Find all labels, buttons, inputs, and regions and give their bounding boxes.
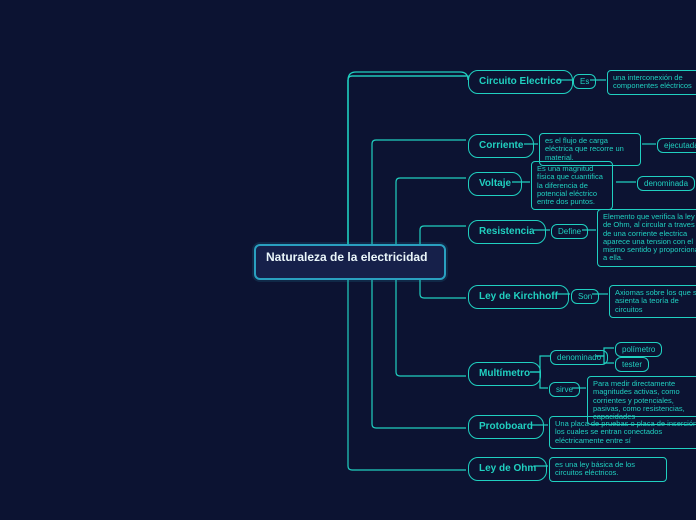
sub-kirchhoff-label: Son [578, 292, 592, 301]
root-label: Naturaleza de la electricidad [266, 250, 427, 264]
detail-protoboard-text: Una placa de pruebas o placa de inserció… [555, 419, 696, 445]
sub-resistencia-label: Define [558, 227, 581, 236]
detail-multimetro-text: Para medir directamente magnitudes activ… [593, 379, 685, 421]
branch-kirchhoff[interactable]: Ley de Kirchhoff [468, 285, 569, 309]
opt-tester-label: tester [622, 360, 642, 369]
detail-kirchhoff-text: Axiomas sobre los que se asienta la teor… [615, 288, 696, 314]
opt-polimetro[interactable]: polímetro [615, 342, 662, 357]
branch-resistencia-label: Resistencia [479, 226, 535, 237]
opt-tester[interactable]: tester [615, 357, 649, 372]
sub-multimetro-sirve[interactable]: sirve [549, 382, 580, 397]
branch-corriente[interactable]: Corriente [468, 134, 534, 158]
branch-resistencia[interactable]: Resistencia [468, 220, 546, 244]
branch-circuito[interactable]: Circuito Electrico [468, 70, 573, 94]
detail-ohm: es una ley básica de los circuitos eléct… [549, 457, 667, 482]
branch-kirchhoff-label: Ley de Kirchhoff [479, 291, 558, 302]
opt-polimetro-label: polímetro [622, 345, 655, 354]
branch-circuito-label: Circuito Electrico [479, 76, 562, 87]
detail-voltaje-text: Es una magnitud física que cuantifica la… [537, 164, 603, 206]
branch-voltaje[interactable]: Voltaje [468, 172, 522, 196]
branch-voltaje-label: Voltaje [479, 178, 511, 189]
branch-ohm[interactable]: Ley de Ohm [468, 457, 547, 481]
detail-protoboard: Una placa de pruebas o placa de inserció… [549, 416, 696, 449]
detail-resistencia: Elemento que verifica la ley de Ohm, al … [597, 209, 696, 267]
detail-circuito: una interconexión de componentes eléctri… [607, 70, 696, 95]
detail-voltaje: Es una magnitud física que cuantifica la… [531, 161, 613, 210]
root-node[interactable]: Naturaleza de la electricidad [254, 244, 446, 280]
sub-kirchhoff[interactable]: Son [571, 289, 599, 304]
branch-multimetro-label: Multímetro [479, 368, 530, 379]
sub-resistencia[interactable]: Define [551, 224, 588, 239]
detail-ohm-text: es una ley básica de los circuitos eléct… [555, 460, 635, 477]
sub-voltaje-label: denominada [644, 179, 688, 188]
branch-protoboard[interactable]: Protoboard [468, 415, 544, 439]
sub-voltaje[interactable]: denominada [637, 176, 695, 191]
branch-protoboard-label: Protoboard [479, 421, 533, 432]
branch-ohm-label: Ley de Ohm [479, 463, 536, 474]
sub-multimetro-sirve-label: sirve [556, 385, 573, 394]
detail-kirchhoff: Axiomas sobre los que se asienta la teor… [609, 285, 696, 318]
sub-corriente[interactable]: ejecutada [657, 138, 696, 153]
detail-resistencia-text: Elemento que verifica la ley de Ohm, al … [603, 212, 696, 262]
sub-circuito-es[interactable]: Es [573, 74, 596, 89]
branch-multimetro[interactable]: Multímetro [468, 362, 541, 386]
detail-corriente-text: es el flujo de carga eléctrica que recor… [545, 136, 624, 162]
sub-corriente-label: ejecutada [664, 141, 696, 150]
detail-circuito-text: una interconexión de componentes eléctri… [613, 73, 692, 90]
branch-corriente-label: Corriente [479, 140, 523, 151]
sub-multimetro-denominado[interactable]: denominado [550, 350, 608, 365]
sub-circuito-es-label: Es [580, 77, 589, 86]
sub-multimetro-denominado-label: denominado [557, 353, 601, 362]
